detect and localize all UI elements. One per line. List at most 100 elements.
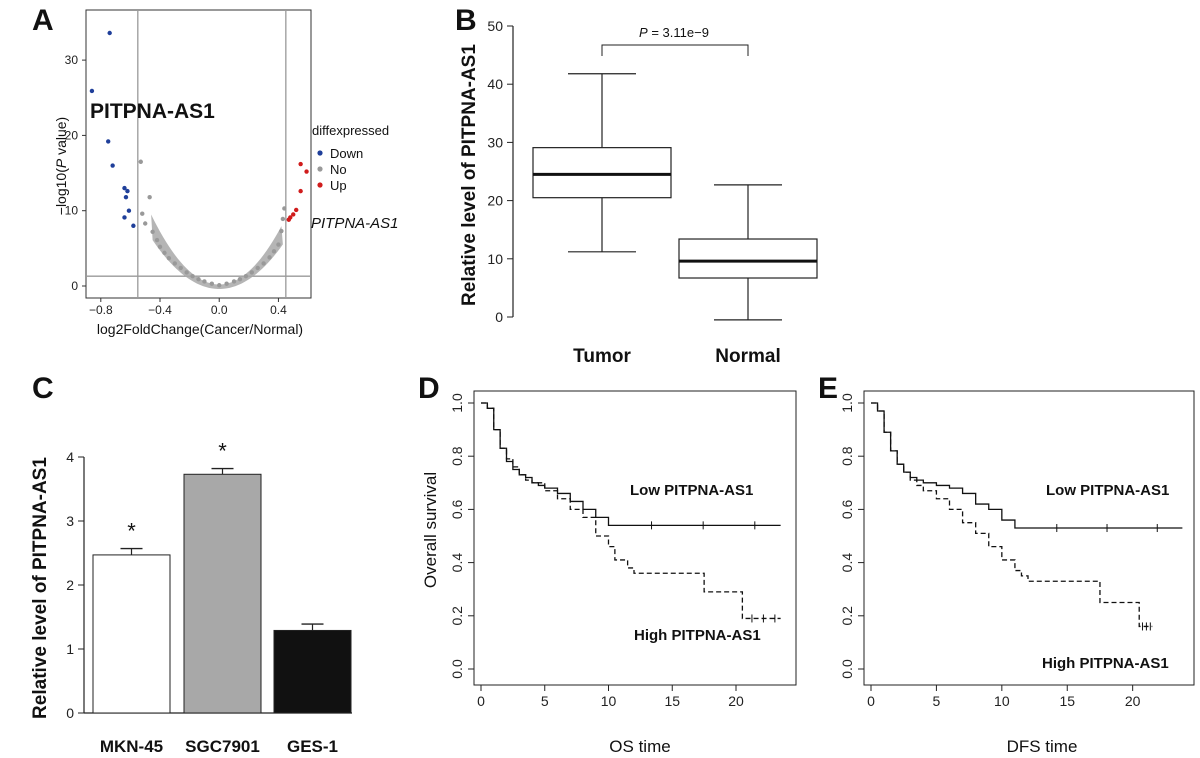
- volcano-point-down: [131, 223, 136, 228]
- panel-c-letter: C: [32, 372, 54, 405]
- dfs-x-tick-label: 15: [1059, 693, 1075, 709]
- dfs-low-curve: [871, 402, 1183, 529]
- panel-a-letter: A: [32, 4, 54, 37]
- boxplot-y-tick-label: 10: [487, 251, 503, 267]
- volcano-y-tick-label: 0: [71, 279, 78, 293]
- os-y-axis-title: Overall survival: [421, 472, 440, 588]
- panel-c: C 0 1 2 3 4 * MKN-45 * SGC7901 GES-1 Relative lev…: [30, 372, 352, 756]
- volcano-point-no: [162, 250, 167, 256]
- volcano-point-no: [255, 265, 260, 271]
- volcano-point-down: [123, 194, 129, 200]
- volcano-point-no: [184, 270, 189, 275]
- ges-1-category-label: GES-1: [287, 737, 338, 756]
- dfs-x-tick-label: 20: [1125, 693, 1141, 709]
- os-plot-frame: [473, 390, 797, 686]
- mkn-45-category-label: MKN-45: [100, 737, 163, 756]
- dfs-x-tick-label: 5: [933, 693, 941, 709]
- significance-bracket: [601, 44, 749, 56]
- legend-label-down: Down: [330, 146, 363, 161]
- volcano-point-down: [106, 139, 111, 144]
- os-x-tick-label: 20: [728, 693, 744, 709]
- volcano-plot: 0 10 20 30 −0.8 −0.4 0.0 0.4: [65, 9, 312, 317]
- volcano-y-tick-label: 20: [65, 128, 79, 142]
- volcano-point-no: [202, 279, 207, 284]
- panel-d-letter: D: [418, 372, 440, 405]
- volcano-x-tick-label: 0.0: [211, 303, 228, 317]
- normal-category-label: Normal: [715, 346, 780, 367]
- volcano-point-no: [166, 255, 172, 261]
- volcano-point-no: [267, 255, 272, 260]
- boxplot-y-tick-label: 50: [487, 18, 503, 34]
- legend-marker-down: [317, 150, 323, 156]
- volcano-nonsig-cloud: [151, 214, 283, 289]
- legend-label-no: No: [330, 162, 347, 177]
- dfs-x-tick-label: 10: [994, 693, 1010, 709]
- volcano-gene-label-side: PITPNA-AS1: [311, 215, 399, 232]
- os-high-curve: [481, 402, 781, 620]
- volcano-point-no: [143, 221, 148, 226]
- panel-b: B 0 10 20 30 40 50 Tumor Normal Relative level …: [455, 4, 818, 367]
- ges-1-bar: [273, 629, 352, 714]
- os-low-label: Low PITPNA-AS1: [630, 482, 753, 499]
- volcano-point-no: [217, 283, 222, 288]
- volcano-y-tick-label: 30: [65, 53, 79, 67]
- volcano-point-no: [172, 261, 178, 266]
- normal-box: [678, 238, 818, 279]
- boxplot-y-tick-label: 30: [487, 134, 503, 150]
- dfs-high-label: High PITPNA-AS1: [1042, 655, 1169, 672]
- os-y-tick-label: 0.6: [449, 499, 465, 519]
- volcano-point-no: [237, 277, 243, 282]
- volcano-point-up: [298, 161, 303, 167]
- legend-label-up: Up: [330, 178, 347, 193]
- tumor-category-label: Tumor: [573, 346, 631, 367]
- dfs-survival-plot: 0.0 0.2 0.4 0.6 0.8 1.0 0 5 10 15 20: [839, 390, 1195, 709]
- volcano-point-no: [224, 281, 229, 286]
- os-low-curve: [481, 402, 781, 527]
- volcano-point-up: [286, 217, 291, 222]
- boxplot-y-tick-label: 20: [487, 193, 503, 209]
- volcano-point-no: [140, 211, 145, 216]
- volcano-point-down: [122, 215, 127, 220]
- volcano-point-no: [157, 244, 163, 250]
- os-y-tick-label: 0.2: [449, 606, 465, 626]
- bar-y-axis-title: Relative level of PITPNA-AS1: [30, 457, 51, 719]
- bar-y-tick-label: 4: [66, 449, 74, 465]
- volcano-point-no: [138, 159, 143, 164]
- volcano-point-no: [190, 274, 195, 279]
- dfs-y-tick-label: 0.0: [839, 659, 855, 679]
- volcano-point-down: [125, 188, 130, 194]
- boxplot: 0 10 20 30 40 50 Tumor Normal: [487, 18, 818, 367]
- volcano-point-up: [293, 207, 299, 213]
- panel-e-letter: E: [818, 372, 838, 405]
- dfs-y-tick-label: 0.4: [839, 553, 855, 573]
- volcano-y-axis-title: −log10(P value): [53, 117, 69, 215]
- volcano-point-no: [231, 279, 237, 284]
- os-x-axis-title: OS time: [609, 737, 670, 756]
- p-value-annotation: P = 3.11e−9: [639, 25, 709, 40]
- volcano-plot-frame: [85, 9, 312, 299]
- volcano-point-no: [243, 274, 249, 279]
- volcano-x-tick-label: −0.8: [89, 303, 113, 317]
- dfs-y-tick-label: 0.8: [839, 446, 855, 466]
- volcano-point-no: [147, 194, 152, 200]
- bar-y-tick-label: 1: [66, 641, 74, 657]
- panel-a: A 0 10 20 30 −0.8 −0.4 0.0 0.4 PITPNA-AS1 PITPN…: [32, 4, 399, 337]
- os-high-label: High PITPNA-AS1: [634, 627, 761, 644]
- tumor-box: [532, 147, 672, 199]
- os-y-tick-label: 0.0: [449, 659, 465, 679]
- bar-y-tick-label: 2: [66, 577, 74, 593]
- mkn-45-bar: [92, 554, 171, 714]
- volcano-x-tick-label: 0.4: [270, 303, 287, 317]
- volcano-x-axis-title: log2FoldChange(Cancer/Normal): [97, 321, 303, 337]
- bar-y-tick-label: 0: [66, 705, 74, 721]
- os-y-tick-label: 0.4: [449, 553, 465, 573]
- boxplot-y-axis-title: Relative level of PITPNA-AS1: [459, 44, 480, 306]
- volcano-point-up: [298, 188, 303, 194]
- boxplot-y-tick-label: 0: [495, 309, 503, 325]
- volcano-point-no: [279, 228, 284, 234]
- volcano-point-up: [291, 212, 296, 217]
- volcano-point-no: [249, 270, 254, 275]
- legend-marker-up: [317, 182, 323, 188]
- sgc7901-significance-star: *: [218, 439, 227, 464]
